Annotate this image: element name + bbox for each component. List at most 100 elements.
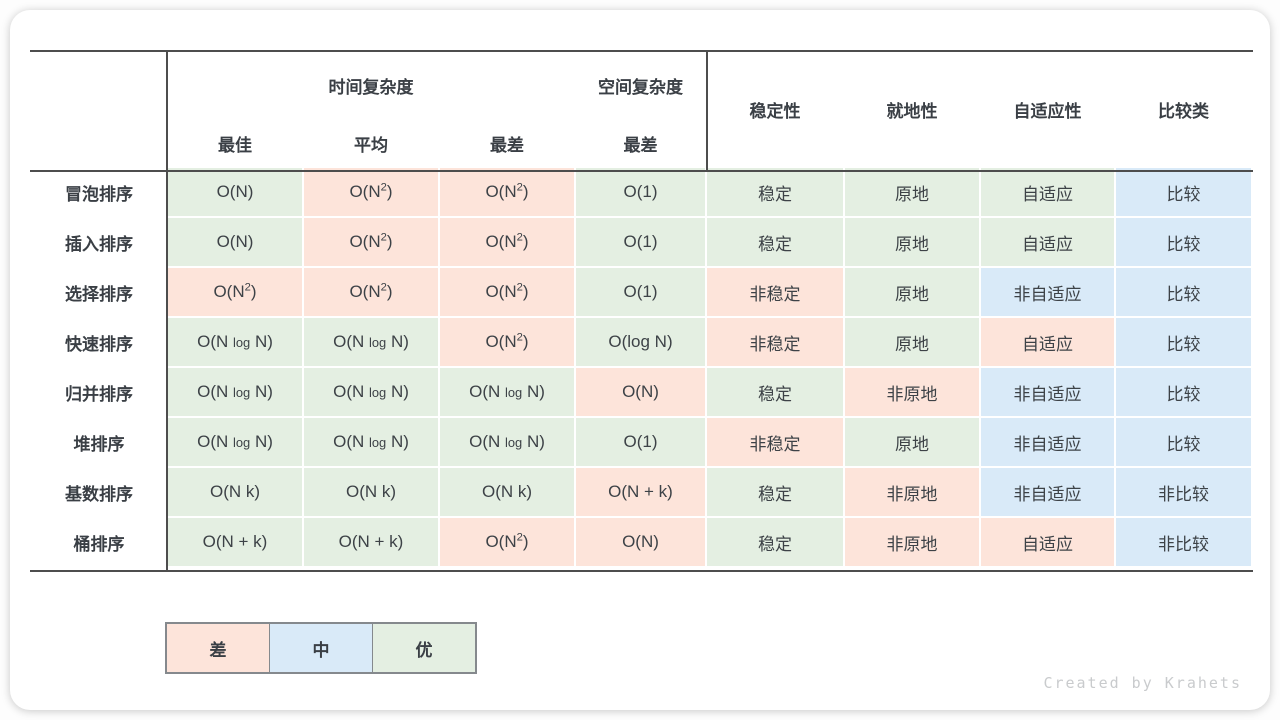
attribute-cell: 稳定 [707,168,843,216]
complexity-cell: O(N) [576,368,705,416]
table-row: 快速排序 O(N log N) O(N log N) O(N2) O(log N) 非稳定… [32,318,1251,366]
row-label: 堆排序 [73,434,125,454]
complexity-cell: O(N log N) [168,368,302,416]
table-header: 时间复杂度 空间复杂度稳定性 就地性 自适应性 比较类最佳 平均 最差 最差 [32,52,1251,166]
complexity-cell: O(N) [576,518,705,566]
attribute-column-header-2: 自适应性 [1013,101,1082,121]
name-column-divider [166,50,168,572]
complexity-cell: O(N k) [304,468,438,516]
complexity-cell: O(N2) [304,268,438,316]
attribute-cell: 比较 [1116,368,1251,416]
time-sub-header-0: 最佳 [218,135,252,155]
complexity-cell: O(N) [168,168,302,216]
table-row: 桶排序 O(N + k) O(N + k) O(N2) O(N) 稳定 非原地 自适应 非比较 [32,518,1251,566]
time-sub-header-1: 平均 [354,135,388,155]
table-header-rule [30,170,1253,172]
attribute-cell: 原地 [845,418,979,466]
attribute-cell: 非自适应 [981,418,1114,466]
table-row: 堆排序 O(N log N) O(N log N) O(N log N) O(1) 非稳定… [32,418,1251,466]
complexity-cell: O(N k) [168,468,302,516]
attribute-cell: 原地 [845,318,979,366]
attribute-cell: 非自适应 [981,468,1114,516]
complexity-cell: O(1) [576,168,705,216]
attribute-cell: 稳定 [707,468,843,516]
attribute-cell: 非自适应 [981,268,1114,316]
legend-item-good: 优 [373,624,475,672]
complexity-cell: O(N log N) [304,418,438,466]
complexity-cell: O(N2) [440,318,574,366]
color-legend: 差中优 [165,622,477,674]
complexity-cell: O(N2) [304,218,438,266]
attribute-column-header-3: 比较类 [1158,101,1209,121]
complexity-cell: O(log N) [576,318,705,366]
complexity-cell: O(N + k) [304,518,438,566]
attribute-cell: 比较 [1116,418,1251,466]
header-group-row: 时间复杂度 空间复杂度稳定性 就地性 自适应性 比较类 [32,52,1251,121]
attribute-cell: 原地 [845,218,979,266]
blank-header-cell [32,120,166,166]
complexity-cell: O(1) [576,218,705,266]
attribute-cell: 非原地 [845,368,979,416]
row-label: 归并排序 [65,384,133,404]
attribute-cell: 非稳定 [707,268,843,316]
complexity-cell: O(N + k) [576,468,705,516]
complexity-cell: O(N k) [440,468,574,516]
complexity-cell: O(N2) [440,168,574,216]
credit-text: Created by Krahets [1043,674,1242,692]
attribute-cell: 比较 [1116,268,1251,316]
complexity-cell: O(N log N) [168,418,302,466]
row-label: 快速排序 [65,334,133,354]
table-bottom-rule [30,570,1253,572]
attribute-column-header-1: 就地性 [886,101,938,121]
attribute-cell: 稳定 [707,518,843,566]
space-complexity-group-header: 空间复杂度 [598,77,683,97]
table-row: 冒泡排序 O(N) O(N2) O(N2) O(1) 稳定 原地 自适应 比较 [32,168,1251,216]
time-complexity-group-header: 时间复杂度 [328,77,414,97]
attribute-cell: 稳定 [707,218,843,266]
attribute-cell: 比较 [1116,218,1251,266]
table-row: 基数排序 O(N k) O(N k) O(N k) O(N + k) 稳定 非原地 非自适应非… [32,468,1251,516]
attribute-cell: 自适应 [981,318,1114,366]
table-row: 归并排序 O(N log N) O(N log N) O(N log N) O(N) 稳定… [32,368,1251,416]
time-sub-header-2: 最差 [490,135,524,155]
row-label: 基数排序 [65,484,133,504]
legend-item-bad: 差 [167,624,270,672]
table-row: 选择排序 O(N2) O(N2) O(N2) O(1) 非稳定 原地 非自适应 比较 [32,268,1251,316]
attribute-cell: 稳定 [707,368,843,416]
row-label: 插入排序 [65,234,133,254]
table-body: 冒泡排序 O(N) O(N2) O(N2) O(1) 稳定 原地 自适应 比较 插入排序 O(N) O… [32,168,1251,566]
row-label: 选择排序 [65,284,133,304]
attribute-cell: 自适应 [981,168,1114,216]
attribute-cell: 非稳定 [707,418,843,466]
complexity-cell: O(N2) [168,268,302,316]
attribute-cell: 非原地 [845,468,979,516]
complexity-cell: O(N2) [440,218,574,266]
header-sub-row: 最佳 平均 最差 最差 [32,120,1251,166]
row-label: 桶排序 [73,534,125,554]
attribute-cell: 非原地 [845,518,979,566]
sorting-comparison-table: 时间复杂度 空间复杂度稳定性 就地性 自适应性 比较类最佳 平均 最差 最差 冒泡排序 O(N)… [30,50,1253,568]
space-column-divider [706,50,708,172]
table-top-rule [30,50,1253,52]
complexity-cell: O(N log N) [304,318,438,366]
attribute-column-header-0: 稳定性 [749,101,801,121]
attribute-cell: 非稳定 [707,318,843,366]
complexity-cell: O(N log N) [168,318,302,366]
complexity-cell: O(N log N) [440,418,574,466]
complexity-cell: O(N + k) [168,518,302,566]
complexity-cell: O(N2) [304,168,438,216]
complexity-cell: O(N log N) [440,368,574,416]
blank-header-cell [32,52,166,118]
complexity-cell: O(1) [576,268,705,316]
attribute-cell: 原地 [845,168,979,216]
table-row: 插入排序 O(N) O(N2) O(N2) O(1) 稳定 原地 自适应 比较 [32,218,1251,266]
attribute-cell: 非比较 [1116,468,1251,516]
space-sub-header: 最差 [623,135,658,155]
attribute-cell: 比较 [1116,168,1251,216]
attribute-cell: 非自适应 [981,368,1114,416]
legend-item-mid: 中 [270,624,373,672]
complexity-cell: O(N2) [440,518,574,566]
attribute-cell: 原地 [845,268,979,316]
attribute-cell: 比较 [1116,318,1251,366]
row-label: 冒泡排序 [65,184,133,204]
